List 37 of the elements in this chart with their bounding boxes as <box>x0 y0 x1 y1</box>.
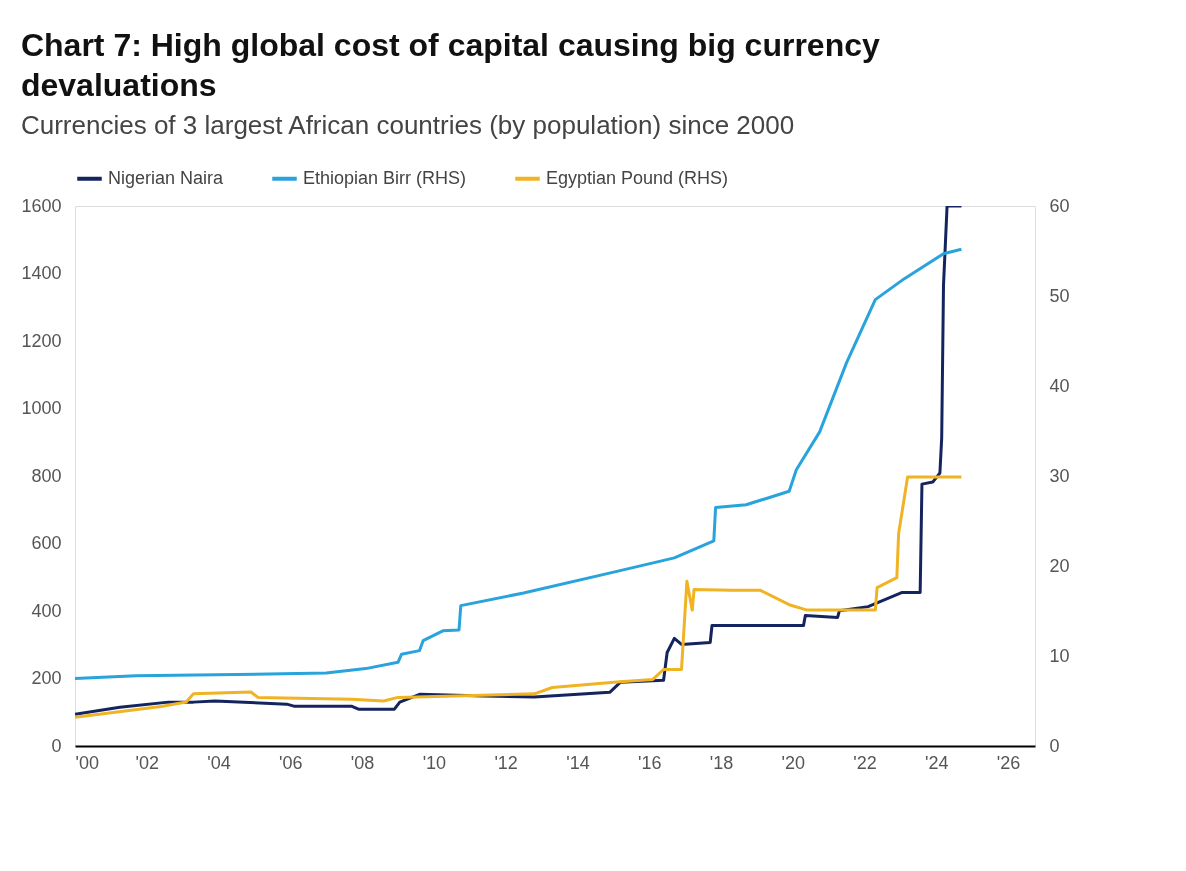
y-tick-label: 0 <box>51 735 62 756</box>
legend-label: Egyptian Pound (RHS) <box>546 167 729 188</box>
x-tick-label: '02 <box>135 752 160 773</box>
chart-title: Chart 7: High global cost of capital causing big currency devaluations <box>20 27 880 103</box>
x-tick-label: '10 <box>422 752 447 773</box>
y-tick-label: 1400 <box>21 263 62 283</box>
x-tick-label: '20 <box>781 752 805 773</box>
x-tick-label: '00 <box>75 752 99 773</box>
x-tick-label: '06 <box>279 752 303 773</box>
legend-label: Nigerian Naira <box>108 167 225 188</box>
y2-tick-label: 30 <box>1049 465 1070 486</box>
y-tick-label: 800 <box>31 465 62 486</box>
x-tick-label: '18 <box>709 752 734 773</box>
y2-tick-label: 0 <box>1049 735 1060 756</box>
y-tick-label: 1200 <box>21 330 62 351</box>
x-tick-label: '04 <box>207 752 231 773</box>
x-tick-label: '22 <box>853 752 877 773</box>
x-tick-label: '14 <box>566 752 590 773</box>
y2-tick-label: 40 <box>1049 375 1070 396</box>
chart-subtitle: Currencies of 3 largest African countries (by population) since 2000 <box>20 110 795 140</box>
y-tick-label: 200 <box>31 668 62 688</box>
y-tick-label: 1000 <box>21 398 62 418</box>
y2-tick-label: 10 <box>1049 645 1070 666</box>
x-tick-label: '26 <box>996 752 1021 773</box>
legend-label: Ethiopian Birr (RHS) <box>303 167 467 188</box>
y2-tick-label: 60 <box>1049 195 1070 216</box>
y2-tick-label: 50 <box>1049 285 1070 306</box>
line-series <box>75 475 963 719</box>
x-tick-label: '24 <box>925 752 949 773</box>
y-tick-label: 400 <box>31 600 62 621</box>
x-tick-label: '12 <box>494 752 518 773</box>
y-tick-label: 1600 <box>21 195 62 216</box>
line-series <box>75 247 963 680</box>
x-tick-label: '08 <box>350 752 375 773</box>
y-tick-label: 600 <box>31 533 62 553</box>
x-tick-label: '16 <box>637 752 662 773</box>
y2-tick-label: 20 <box>1049 555 1070 576</box>
